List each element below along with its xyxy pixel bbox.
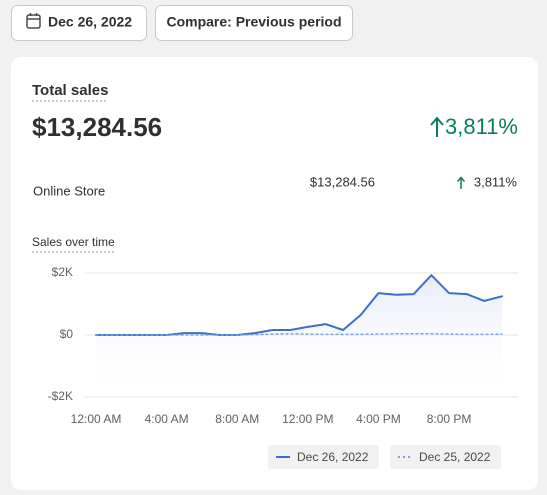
button-label[interactable]: Dec 26, 2022 bbox=[48, 14, 132, 30]
legend-item[interactable]: Dec 25, 2022 bbox=[390, 445, 501, 469]
card-title[interactable]: Total sales bbox=[32, 82, 108, 99]
button-frame[interactable] bbox=[11, 5, 147, 41]
y-tick-label: $2K bbox=[52, 265, 73, 279]
button-frame[interactable] bbox=[155, 5, 353, 41]
change: 3,811% bbox=[445, 114, 518, 139]
calendar-icon bbox=[26, 13, 41, 29]
up-arrow bbox=[430, 116, 444, 137]
line bbox=[95, 333, 503, 336]
x-tick-label: 12:00 AM bbox=[71, 412, 122, 426]
chart-title[interactable]: Sales over time bbox=[32, 235, 115, 249]
legend-box bbox=[268, 445, 379, 469]
x-tick-label: 8:00 PM bbox=[427, 412, 472, 426]
chart: -$2K $0 $2K 12:00 AM 4:00 AM 8:00 AM 12:00 PM 4… bbox=[48, 265, 518, 469]
x-tick-label: 8:00 AM bbox=[215, 412, 259, 426]
legend-box bbox=[390, 445, 501, 469]
up-arrow bbox=[456, 176, 466, 189]
x-tick-label: 4:00 PM bbox=[356, 412, 401, 426]
x-tick-label: 4:00 AM bbox=[145, 412, 189, 426]
date-button[interactable]: Dec 26, 2022 bbox=[11, 5, 147, 41]
channel-amount: $13,284.56 bbox=[310, 174, 375, 189]
compare-button[interactable]: Compare: Previous period bbox=[155, 5, 353, 41]
area bbox=[96, 275, 502, 397]
x-tick-label: 12:00 PM bbox=[282, 412, 333, 426]
legend-item[interactable]: Dec 26, 2022 bbox=[268, 445, 379, 469]
button-label[interactable]: Compare: Previous period bbox=[166, 14, 341, 30]
channel: Online Store bbox=[33, 183, 105, 198]
total: $13,284.56 bbox=[32, 112, 162, 142]
y-tick-label: $0 bbox=[60, 327, 74, 341]
legend-label: Dec 26, 2022 bbox=[297, 450, 369, 464]
legend-label: Dec 25, 2022 bbox=[419, 450, 491, 464]
y-tick-label: -$2K bbox=[48, 389, 73, 403]
channel-change: 3,811% bbox=[474, 174, 518, 189]
